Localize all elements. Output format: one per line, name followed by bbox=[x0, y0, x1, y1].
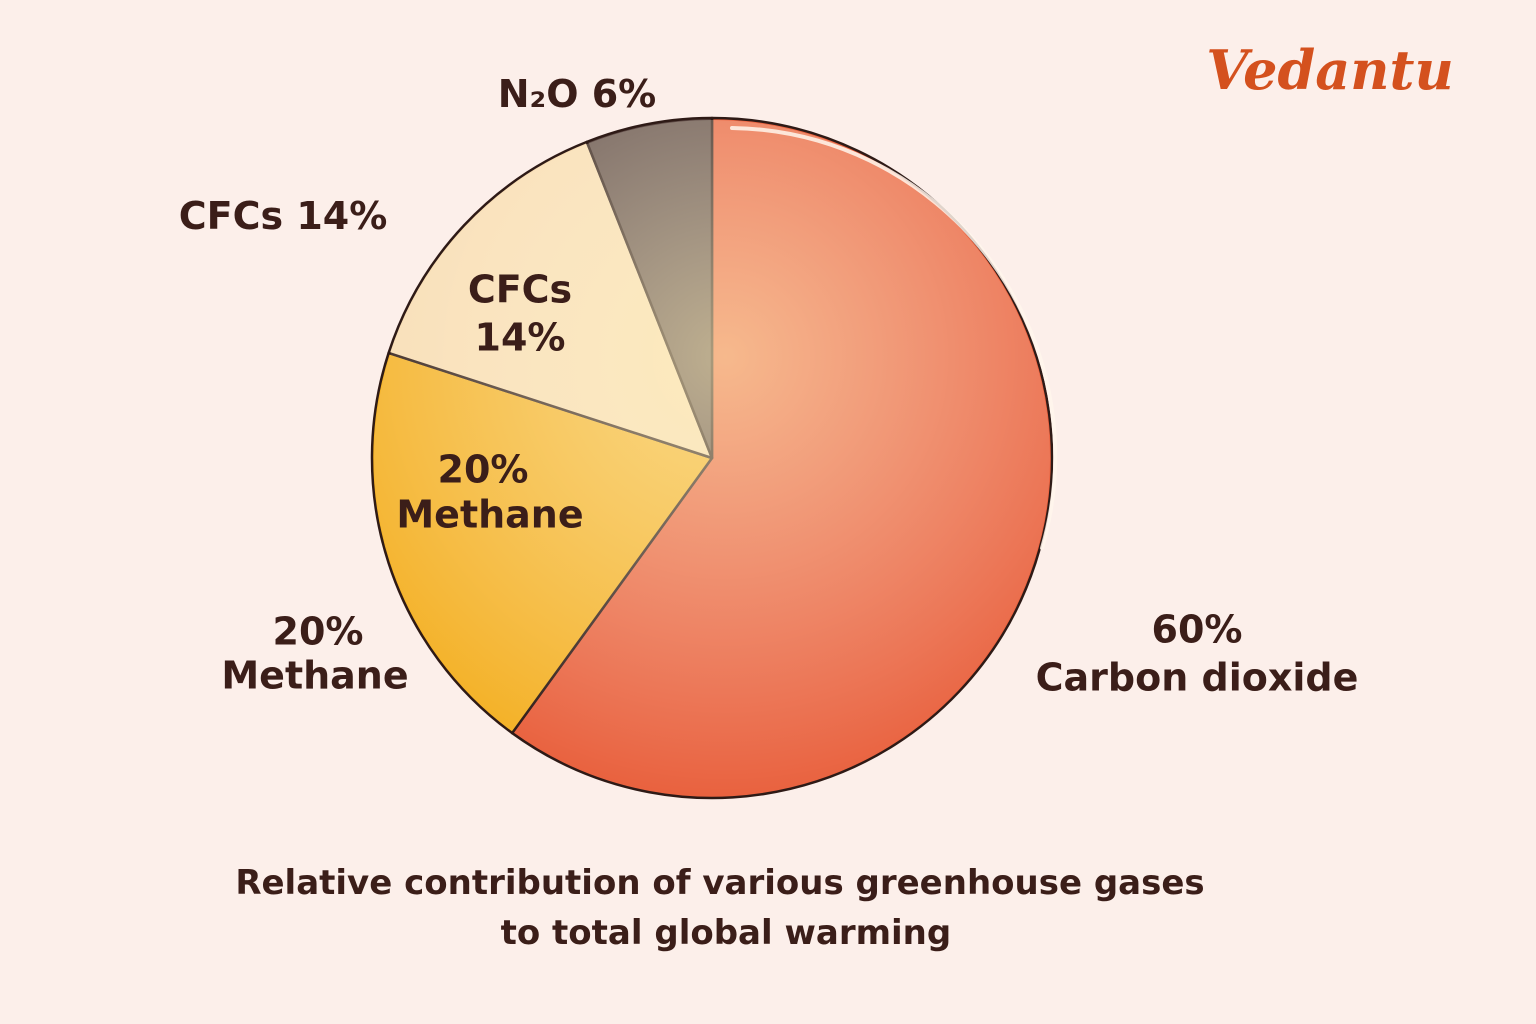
rim-highlight bbox=[730, 126, 1058, 550]
title-line: Relative contribution of various greenho… bbox=[235, 863, 1204, 903]
slice-label: N₂O 6% bbox=[498, 72, 657, 116]
value-label: 14% bbox=[296, 194, 387, 238]
value-label: 20% bbox=[273, 610, 364, 654]
category-label: N₂O bbox=[498, 72, 579, 116]
chart-title: Relative contribution of various greenho… bbox=[235, 863, 1204, 953]
category-label: Methane bbox=[221, 654, 408, 698]
category-label: Carbon dioxide bbox=[1036, 656, 1359, 700]
category-label: Methane bbox=[396, 493, 583, 537]
value-label: 20% bbox=[438, 448, 529, 492]
brand: Vedantu bbox=[1206, 38, 1454, 102]
category-label: CFCs bbox=[468, 268, 572, 312]
value-label: 60% bbox=[1152, 608, 1243, 652]
value-label: 14% bbox=[475, 316, 566, 360]
value-label: 6% bbox=[592, 72, 657, 116]
title-line: to total global warming bbox=[489, 913, 951, 953]
category-label: CFCs bbox=[179, 194, 283, 238]
slice-label: CFCs 14% bbox=[179, 194, 388, 238]
